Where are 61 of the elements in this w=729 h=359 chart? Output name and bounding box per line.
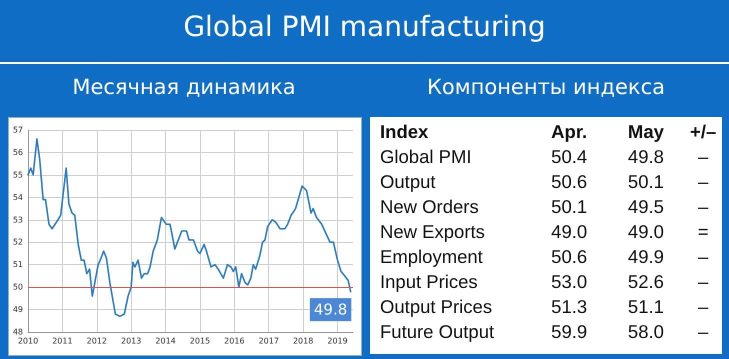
data-label: = xyxy=(696,220,710,244)
chart-subtitle: Месячная динамика xyxy=(71,75,297,99)
data-label: 49.0 xyxy=(550,220,588,244)
data-label: – xyxy=(697,270,710,294)
data-label: 49.0 xyxy=(626,220,665,244)
x-tick-label: 2018 xyxy=(292,336,314,346)
x-tick-label: 2014 xyxy=(155,336,176,346)
data-label: – xyxy=(697,320,710,344)
data-label: – xyxy=(697,144,710,168)
y-tick-label: 49 xyxy=(12,305,23,314)
data-label: – xyxy=(697,294,710,318)
category-label: Future Output xyxy=(379,320,496,344)
series-label: Apr. xyxy=(550,120,588,144)
data-label: 50.6 xyxy=(550,244,588,268)
text: May xyxy=(626,120,665,144)
chart-title: Global PMI manufacturing xyxy=(182,10,547,43)
line-series xyxy=(27,138,352,318)
data-label: 51.1 xyxy=(626,294,665,318)
y-tick-label: 56 xyxy=(12,148,23,157)
x-tick-label: 2012 xyxy=(86,336,107,346)
data-label: 50.1 xyxy=(626,170,665,194)
x-tick-label: 2010 xyxy=(18,336,38,346)
category-label: Input Prices xyxy=(379,270,479,294)
data-label: 52.6 xyxy=(626,270,665,294)
y-tick-label: 50 xyxy=(12,282,23,292)
data-label: 58.0 xyxy=(626,320,665,344)
category-label: New Exports xyxy=(379,220,486,244)
y-tick-label: 52 xyxy=(12,238,23,247)
category-label: Global PMI xyxy=(379,144,473,168)
data-label: 50.4 xyxy=(550,144,588,168)
x-tick-label: 2013 xyxy=(120,336,142,346)
category-label: New Orders xyxy=(379,194,480,218)
x-tick-label: 2016 xyxy=(224,336,245,346)
text: +/– xyxy=(689,120,718,144)
data-label: 51.3 xyxy=(550,294,588,318)
x-tick-label: 2011 xyxy=(52,336,73,346)
data-label: 49.9 xyxy=(626,244,665,268)
y-tick-label: 53 xyxy=(12,215,23,224)
x-tick-label: 2019 xyxy=(327,336,348,346)
text: Index xyxy=(379,120,430,144)
data-label: – xyxy=(697,194,710,218)
data-label: 50.6 xyxy=(550,170,588,194)
data-label: 50.1 xyxy=(550,194,588,218)
text: Компоненты индекса xyxy=(426,75,666,99)
category-label: Employment xyxy=(379,244,484,269)
x-tick-label: 2015 xyxy=(190,336,210,346)
data-label: 59.9 xyxy=(550,320,588,344)
annotation: 49.8 xyxy=(314,300,348,319)
category-label: Output xyxy=(379,170,437,194)
data-label: 49.5 xyxy=(626,194,665,218)
data-label: – xyxy=(697,244,710,268)
y-tick-label: 54 xyxy=(12,192,23,202)
data-label: 53.0 xyxy=(550,270,588,294)
x-tick-label: 2017 xyxy=(258,336,279,346)
y-tick-label: 48 xyxy=(12,328,23,336)
y-tick-label: 55 xyxy=(12,170,23,180)
data-label: 49.8 xyxy=(626,144,665,168)
y-tick-label: 57 xyxy=(12,126,23,134)
data-label: – xyxy=(697,170,710,194)
category-label: Output Prices xyxy=(379,294,494,319)
y-tick-label: 51 xyxy=(12,260,23,270)
